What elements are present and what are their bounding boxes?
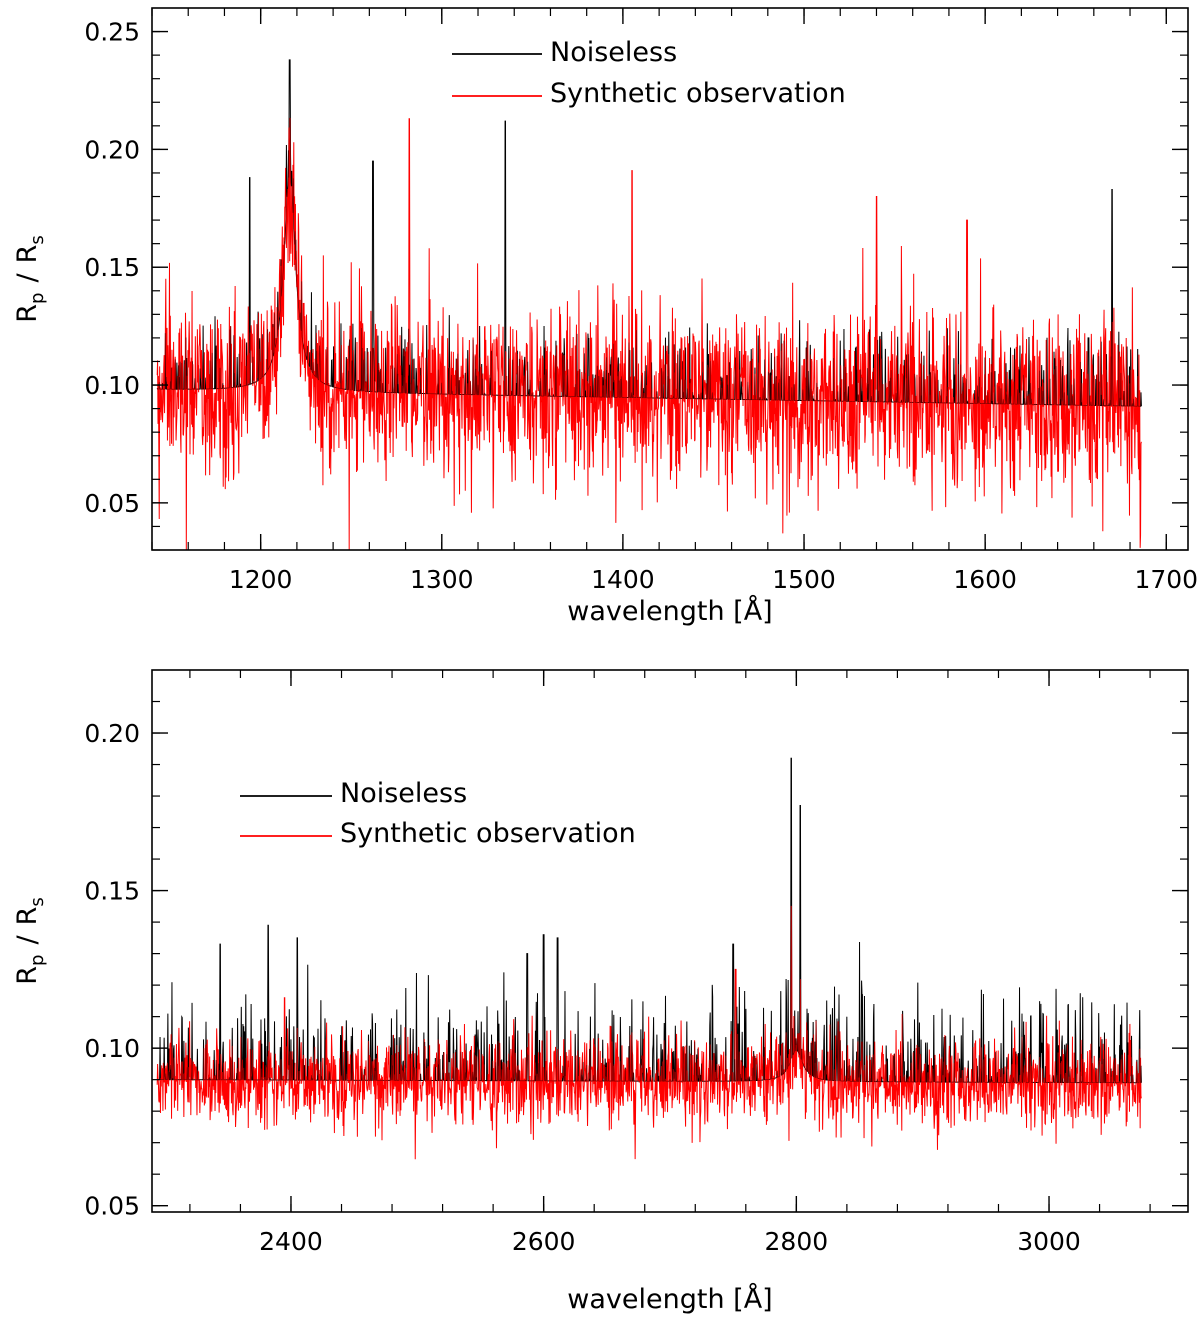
top-axis-ticks — [151, 8, 1188, 551]
top-xtick-label: 1200 — [229, 565, 293, 594]
bottom-xtick-label: 2800 — [765, 1227, 829, 1256]
top-ytick-label: 0.20 — [84, 135, 140, 164]
bottom-legend: Noiseless Synthetic observation — [240, 778, 636, 849]
top-xtick-label: 1300 — [410, 565, 474, 594]
synthetic-observation-line — [156, 905, 1142, 1160]
top-legend: Noiseless Synthetic observation — [452, 37, 846, 109]
top-xtick-label: 1700 — [1134, 565, 1198, 594]
bottom-ytick-label: 0.10 — [84, 1034, 140, 1063]
bottom-ytick-label: 0.15 — [84, 877, 140, 906]
top-ytick-label: 0.15 — [84, 253, 140, 282]
top-series-synthetic-observation — [156, 59, 1142, 550]
bottom-xtick-label: 3000 — [1017, 1227, 1081, 1256]
bottom-ytick-label: 0.05 — [84, 1192, 140, 1221]
bottom-xtick-label: 2600 — [512, 1227, 576, 1256]
top-xtick-label: 1500 — [772, 565, 836, 594]
bottom-panel: 0.05 0.10 0.15 0.20 2400 2600 2800 3000 … — [12, 669, 1189, 1315]
top-plot-frame — [151, 7, 1189, 551]
top-legend-label-noiseless: Noiseless — [550, 37, 677, 68]
bottom-axis-ticks — [152, 670, 1188, 1212]
top-legend-label-observed: Synthetic observation — [550, 78, 846, 109]
top-ytick-label: 0.25 — [84, 18, 140, 47]
noiseless-spectrum-line — [157, 757, 1142, 1084]
bottom-series-noiseless — [157, 757, 1142, 1084]
bottom-xtick-label: 2400 — [259, 1227, 323, 1256]
top-xtick-label: 1400 — [591, 565, 655, 594]
bottom-y-axis-label: Rp/Rs — [12, 897, 48, 984]
top-x-axis-label: wavelength [Å] — [567, 595, 772, 627]
bottom-plot-frame — [151, 669, 1189, 1213]
noiseless-spectrum-overlay — [156, 59, 1142, 407]
bottom-ytick-label: 0.20 — [84, 719, 140, 748]
bottom-legend-label-observed: Synthetic observation — [340, 818, 636, 849]
top-y-axis-label: Rp/Rs — [12, 235, 48, 322]
top-ytick-label: 0.10 — [84, 371, 140, 400]
top-ytick-label: 0.05 — [84, 489, 140, 518]
bottom-legend-label-noiseless: Noiseless — [340, 778, 467, 809]
synthetic-observation-line — [156, 117, 1142, 550]
bottom-x-axis-label: wavelength [Å] — [567, 1283, 772, 1315]
noiseless-spectrum-overlay — [157, 757, 1142, 1084]
top-panel: 0.05 0.10 0.15 0.20 0.25 1200 1300 1400 … — [12, 7, 1198, 627]
top-xtick-label: 1600 — [953, 565, 1017, 594]
bottom-series-synthetic-observation — [156, 757, 1142, 1160]
